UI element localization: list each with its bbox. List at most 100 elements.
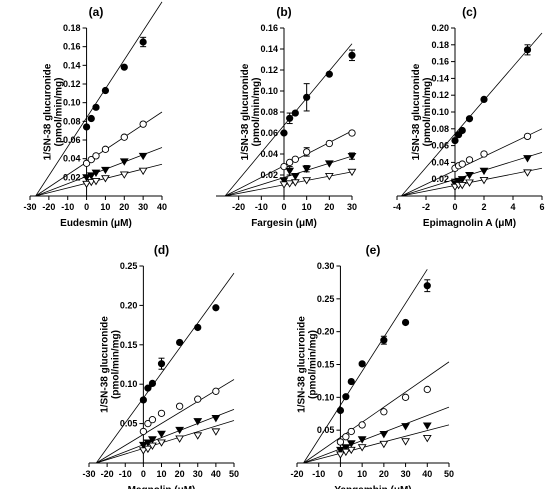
data-point [157,360,166,368]
data-point [401,438,410,446]
data-point [148,442,157,450]
data-point [357,444,367,452]
data-point [143,445,153,454]
data-point [144,419,152,428]
x-tick-label: 20 [379,469,389,479]
data-point [401,318,410,327]
x-tick-label: 10 [302,202,312,212]
data-point [175,435,185,443]
regression-line [303,406,450,464]
data-point [303,148,311,156]
data-point [92,152,100,160]
data-point [82,174,91,182]
x-tick-label: -10 [255,202,268,212]
data-point [138,447,148,455]
data-point [120,63,128,71]
regression-line [35,1,163,197]
panel-0: -30-20-100102030400.020.040.060.080.100.… [23,1,167,229]
data-point [336,446,345,455]
y-tick-label: 0.25 [317,294,335,304]
y-tick-label: 0.10 [317,392,335,402]
y-tick-label: 0.08 [260,107,278,117]
data-point [139,38,147,46]
x-tick-label: -10 [61,202,74,212]
y-tick-label: 0.12 [431,90,449,100]
y-axis-title-line2: (pmol/min/mg) [54,78,65,147]
data-point [148,379,157,388]
x-tick-label: 6 [539,202,544,212]
y-tick-label: 0.10 [260,86,278,96]
y-axis-title-line1: 1/SN-38 glucuronide [43,63,54,160]
data-point [101,86,110,95]
data-point [347,427,355,436]
regression-line [303,424,450,464]
data-point [286,158,294,167]
regression-line [303,361,450,464]
data-point [457,182,467,190]
panel-1: -20 -10 0 10 20 30 0.02 0.04 0.06 0.08 0.10 0.12 0.1… [216,5,357,229]
x-axis-title: Epimagnolin A (μM) [423,218,516,229]
x-tick-label: 30 [401,469,411,479]
data-point [379,440,389,449]
data-point [465,156,474,164]
y-axis-title-line1: 1/SN-38 glucuronide [411,63,422,160]
x-tick-label: 2 [481,202,486,212]
data-point [175,426,185,435]
y-tick-label: 0.06 [260,128,278,138]
data-point [348,129,356,137]
data-point [422,422,432,430]
y-tick-label: 0.30 [317,261,335,271]
data-point [523,46,532,54]
x-tick-label: -20 [101,469,114,479]
data-point [346,446,356,455]
y-tick-label: 0.16 [431,57,449,67]
data-point [457,176,467,184]
data-point [211,428,221,436]
data-point [286,114,294,122]
panel-label: (c) [462,5,477,19]
panel-label: (b) [276,5,291,19]
y-tick-label: 0.14 [431,73,449,83]
y-tick-label: 0.16 [63,42,81,52]
regression-line [96,420,235,464]
x-axis-title: Eudesmin (μM) [60,218,132,229]
y-tick-label: 0.02 [260,170,278,180]
y-tick-label: 0.10 [120,379,138,389]
x-tick-label: 50 [444,469,454,479]
x-axis-title: Fargesin (μM) [251,218,317,229]
y-tick-label: 0.02 [63,172,81,182]
y-tick-label: 0.14 [260,44,278,54]
data-point [101,145,110,153]
data-point [280,129,288,137]
data-point [346,440,356,448]
x-tick-label: -20 [42,202,55,212]
data-point [212,387,220,395]
y-tick-label: 0.15 [120,340,138,350]
x-tick-label: 10 [100,202,110,212]
regression-line [96,409,235,464]
data-point [194,323,202,332]
panel-3: -30 -20 -10 0 10 20 30 40 50 0.05 0.10 0.15 0.20 0.25… [82,243,239,494]
data-point [86,178,96,187]
x-tick-label: 20 [119,202,129,212]
data-point [139,427,148,436]
y-tick-label: 0.12 [260,65,278,75]
data-point [303,93,311,101]
x-tick-label: -10 [312,469,325,479]
data-point [91,169,101,177]
data-point [357,436,367,444]
data-point [325,70,333,78]
data-point [291,109,299,117]
data-point [82,123,91,131]
data-point [380,408,388,416]
y-tick-label: 0.10 [431,107,449,117]
data-point [465,179,474,187]
data-point [342,433,350,441]
data-point [119,171,129,179]
x-tick-label: 0 [452,202,457,212]
y-tick-label: 0.20 [317,327,335,337]
regression-line [96,379,235,464]
data-point [379,431,389,439]
data-point [302,177,312,185]
data-point [341,448,351,457]
